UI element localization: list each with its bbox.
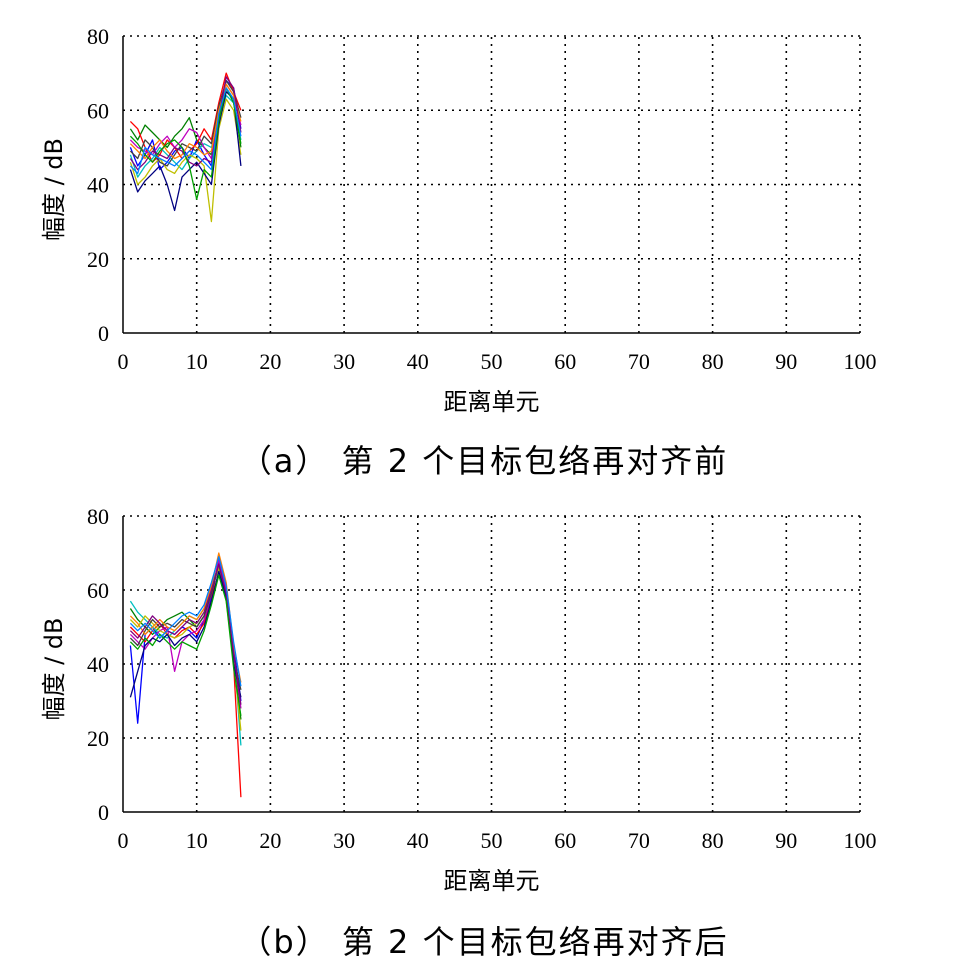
chart-b-ytick-label: 80	[87, 504, 109, 529]
chart-a-ylabel: 幅度 / dB	[40, 138, 68, 241]
chart-a-svg: 0 10 20 30 40 50 60 70 80 90 100 0 20 40 60 80 距离单元 幅度 / …	[40, 24, 877, 416]
chart-a-xtick-label: 0	[118, 349, 129, 374]
chart-b-xlabel: 距离单元	[444, 867, 540, 895]
chart-a-xtick-label: 30	[333, 349, 355, 374]
chart-b-series-line	[129, 563, 242, 705]
chart-a-xtick-label: 70	[628, 349, 650, 374]
chart-b-ytick-label: 60	[87, 578, 109, 603]
chart-a-ytick-label: 40	[87, 173, 109, 198]
chart-b-series-line	[129, 552, 242, 683]
chart-a-ytick-label: 60	[87, 98, 109, 123]
chart-a-xtick-label: 60	[554, 349, 576, 374]
chart-a-ytick-label: 80	[87, 24, 109, 49]
chart-a-xtick-label: 100	[844, 349, 877, 374]
chart-a-series-line	[129, 87, 242, 200]
chart-a-xtick-label: 10	[186, 349, 208, 374]
chart-b-xtick-label: 30	[333, 828, 355, 853]
chart-a-caption: （a） 第 2 个目标包络再对齐前	[239, 442, 729, 480]
chart-a-xtick-label: 90	[775, 349, 797, 374]
chart-b-xtick-label: 10	[186, 828, 208, 853]
chart-b-svg: 0 10 20 30 40 50 60 70 80 90 100 0 20 40 60 80 距离单元 幅度 / …	[40, 504, 877, 895]
chart-b-series-line	[129, 556, 242, 687]
chart-b-series-line	[129, 559, 242, 709]
chart-a-ytick-label: 20	[87, 247, 109, 272]
chart-b-xtick-label: 20	[259, 828, 281, 853]
chart-a-series-line	[129, 91, 242, 212]
chart-a-xtick-label: 80	[702, 349, 724, 374]
chart-b-xtick-label: 40	[407, 828, 429, 853]
chart-b-caption: （b） 第 2 个目标包络再对齐后	[239, 923, 729, 961]
chart-panel-a: 0 10 20 30 40 50 60 70 80 90 100 0 20 40 60 80 距离单元 幅度 / …	[0, 0, 968, 487]
chart-b-xtick-label: 50	[481, 828, 503, 853]
chart-b-series-line	[129, 574, 242, 716]
chart-b-ylabel: 幅度 / dB	[40, 617, 68, 720]
chart-a-series-line	[129, 98, 242, 223]
chart-b-xtick-label: 90	[775, 828, 797, 853]
chart-a-xtick-label: 20	[259, 349, 281, 374]
chart-b-series-line	[129, 570, 242, 698]
chart-a-series-line	[129, 79, 242, 167]
chart-a-ytick-label: 0	[98, 321, 109, 346]
chart-b-ytick-label: 0	[98, 800, 109, 825]
chart-b-ytick-label: 20	[87, 726, 109, 751]
chart-panel-b: 0 10 20 30 40 50 60 70 80 90 100 0 20 40 60 80 距离单元 幅度 / …	[0, 480, 968, 975]
chart-b-xtick-label: 0	[118, 828, 129, 853]
chart-a-xlabel: 距离单元	[444, 388, 540, 416]
chart-b-xtick-label: 80	[702, 828, 724, 853]
chart-a-xtick-label: 40	[407, 349, 429, 374]
chart-a-series-line	[129, 87, 242, 175]
chart-b-ytick-label: 40	[87, 652, 109, 677]
chart-b-xtick-label: 60	[554, 828, 576, 853]
chart-b-xtick-label: 70	[628, 828, 650, 853]
chart-a-xtick-label: 50	[481, 349, 503, 374]
chart-b-xtick-label: 100	[844, 828, 877, 853]
